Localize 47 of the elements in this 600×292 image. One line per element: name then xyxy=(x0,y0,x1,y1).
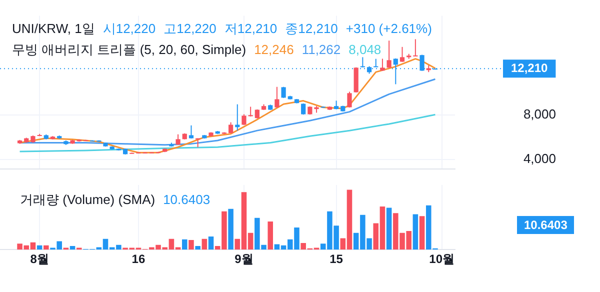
annotation: 고12,220 xyxy=(164,21,216,36)
annotation: 시12,220 xyxy=(102,21,156,36)
chart-title: 거래량 (Volume) (SMA) xyxy=(20,192,156,207)
chart-title: UNI/KRW, 1일 xyxy=(12,21,95,36)
bar xyxy=(202,238,208,250)
annotation: 11,262 xyxy=(302,42,341,57)
candlestick xyxy=(413,38,418,56)
x-tick-label: 15 xyxy=(330,252,344,266)
candlestick xyxy=(176,134,180,146)
candlestick xyxy=(400,46,405,62)
bar xyxy=(44,245,49,250)
annotation: 12,246 xyxy=(254,42,294,57)
bar xyxy=(36,245,42,250)
bar xyxy=(412,214,418,250)
candlestick xyxy=(188,124,194,140)
candlestick xyxy=(248,106,253,117)
candlestick xyxy=(228,122,234,134)
candlestick xyxy=(301,102,306,116)
candlestick xyxy=(242,114,246,126)
bar xyxy=(419,216,425,250)
x-tick-label: 9월 xyxy=(234,252,254,266)
candlestick xyxy=(347,91,352,108)
annotation: 저12,210 xyxy=(224,21,278,36)
y-tick-label: 4,000 xyxy=(523,150,556,166)
annotation: 종12,210 xyxy=(285,21,338,36)
x-tick-label: 16 xyxy=(132,252,146,266)
annotation: 8,048 xyxy=(348,42,382,57)
y-tick-label: 8,000 xyxy=(523,106,556,122)
bar xyxy=(268,221,273,250)
annotation: +310 (+2.61%) xyxy=(346,21,432,36)
x-tick-label: 8월 xyxy=(30,252,49,266)
candlestick xyxy=(235,104,240,132)
candlestick xyxy=(274,86,280,108)
bar xyxy=(70,246,76,250)
ref-line-label: 12,210 xyxy=(511,60,548,75)
bar xyxy=(195,246,200,250)
bar xyxy=(208,236,214,250)
bar xyxy=(386,208,392,250)
candlestick xyxy=(380,58,385,72)
x-tick-label: 10월 xyxy=(429,252,454,266)
text: 무빙 애버리지 트리플 (5, 20, 60, Simple) xyxy=(12,42,246,57)
bar xyxy=(188,240,194,250)
candlestick xyxy=(386,40,392,68)
text: 10.6403 xyxy=(524,218,568,232)
bar xyxy=(182,239,188,250)
bar xyxy=(228,208,234,250)
annotation: 10.6403 xyxy=(163,192,210,207)
